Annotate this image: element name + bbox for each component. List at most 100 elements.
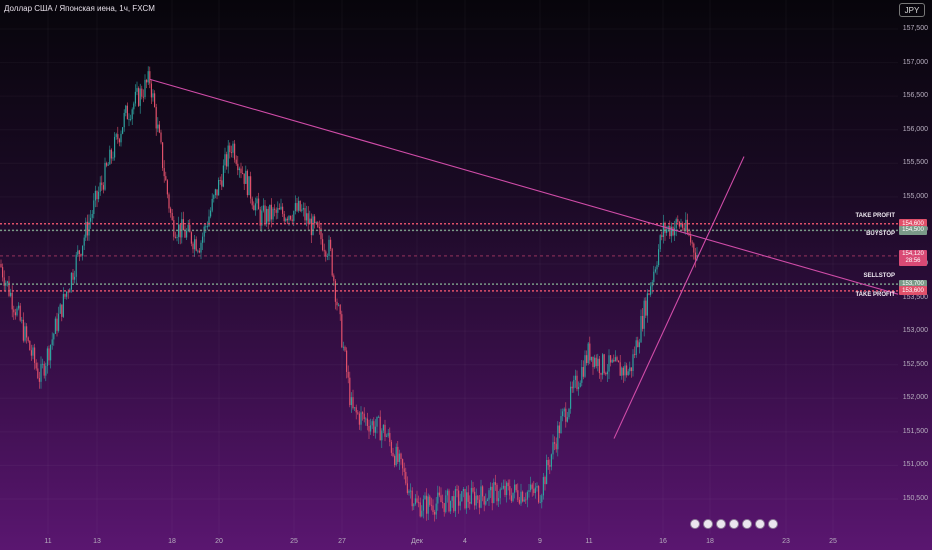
candle-body xyxy=(603,354,605,374)
candle-body xyxy=(550,454,552,467)
candle-body xyxy=(78,250,80,255)
event-icon[interactable] xyxy=(742,519,752,529)
candle-body xyxy=(189,224,191,233)
candle-body xyxy=(430,504,432,506)
candle-body xyxy=(86,221,88,236)
candle-body xyxy=(147,71,149,83)
candle-body xyxy=(267,208,269,222)
candle-body xyxy=(560,416,562,434)
candle-body xyxy=(186,231,188,238)
candle-body xyxy=(557,425,559,450)
candle-body xyxy=(597,358,599,367)
candle-body xyxy=(477,495,479,500)
event-icon[interactable] xyxy=(703,519,713,529)
candle-body xyxy=(379,416,381,441)
candle-body xyxy=(616,357,618,361)
candle-body xyxy=(154,93,156,107)
candle-body xyxy=(120,133,122,143)
candle-body xyxy=(400,453,402,460)
candle-body xyxy=(661,235,663,238)
candle-body xyxy=(357,412,359,414)
candle-body xyxy=(552,442,554,455)
candle-body xyxy=(67,291,69,293)
candle-body xyxy=(275,209,277,213)
candle-body xyxy=(509,486,511,496)
candle-body xyxy=(510,495,512,501)
event-icon[interactable] xyxy=(690,519,700,529)
candle-body xyxy=(658,249,660,266)
candle-body xyxy=(414,498,416,505)
candle-body xyxy=(565,408,567,422)
event-icon[interactable] xyxy=(716,519,726,529)
candle-body xyxy=(210,210,212,217)
event-icon[interactable] xyxy=(729,519,739,529)
candle-body xyxy=(2,267,4,278)
candle-body xyxy=(134,91,136,104)
y-tick-label: 153,000 xyxy=(902,327,928,335)
candle-body xyxy=(546,459,548,485)
candle-body xyxy=(654,269,656,272)
candle-body xyxy=(222,165,224,187)
candle-body xyxy=(358,413,360,425)
candle-body xyxy=(386,435,388,437)
candle-body xyxy=(549,465,551,467)
candle-body xyxy=(403,468,405,472)
candle-body xyxy=(117,134,119,140)
candle-body xyxy=(469,501,471,504)
candle-body xyxy=(587,343,589,364)
candle-body xyxy=(59,304,61,314)
candle-body xyxy=(107,164,109,166)
candle-body xyxy=(219,180,221,181)
candle-body xyxy=(685,219,687,231)
candle-body xyxy=(318,227,320,229)
currency-button[interactable]: JPY xyxy=(899,3,925,17)
y-tick-label: 156,000 xyxy=(902,125,928,133)
candle-body xyxy=(494,482,496,485)
candle-body xyxy=(390,441,392,453)
candle-body xyxy=(142,96,144,98)
candle-body xyxy=(462,488,464,492)
candle-body xyxy=(293,211,295,222)
event-icon[interactable] xyxy=(755,519,765,529)
candle-body xyxy=(88,221,90,236)
event-icon[interactable] xyxy=(768,519,778,529)
candle-body xyxy=(19,305,21,321)
candle-body xyxy=(445,495,447,512)
candle-body xyxy=(70,272,72,290)
candle-body xyxy=(278,208,280,210)
candle-body xyxy=(125,105,127,113)
candle-body xyxy=(491,486,493,504)
candle-body xyxy=(459,501,461,506)
candle-body xyxy=(483,496,485,505)
candle-body xyxy=(478,499,480,508)
candle-body xyxy=(322,239,324,251)
candle-body xyxy=(342,346,344,348)
candle-body xyxy=(35,362,37,369)
candle-body xyxy=(653,271,655,282)
candle-body xyxy=(534,487,536,494)
candle-body xyxy=(613,360,615,362)
candle-body xyxy=(624,365,626,376)
candle-body xyxy=(27,337,29,341)
candle-body xyxy=(22,319,24,341)
candle-body xyxy=(218,180,220,196)
candle-body xyxy=(16,308,18,316)
candle-body xyxy=(690,235,692,243)
candle-body xyxy=(170,208,172,213)
candle-body xyxy=(486,499,488,502)
candle-body xyxy=(466,492,468,509)
candle-body xyxy=(618,360,620,363)
candle-body xyxy=(198,250,200,253)
candle-body xyxy=(648,293,650,295)
indicator-icons xyxy=(690,519,778,529)
y-tick-label: 157,500 xyxy=(902,25,928,32)
candle-body xyxy=(693,243,695,253)
candle-body xyxy=(674,228,676,236)
candle-body xyxy=(352,397,354,409)
candle-body xyxy=(598,358,600,374)
candle-body xyxy=(504,485,506,496)
candle-body xyxy=(339,304,341,315)
candle-body xyxy=(200,242,202,253)
candle-body xyxy=(333,275,335,281)
